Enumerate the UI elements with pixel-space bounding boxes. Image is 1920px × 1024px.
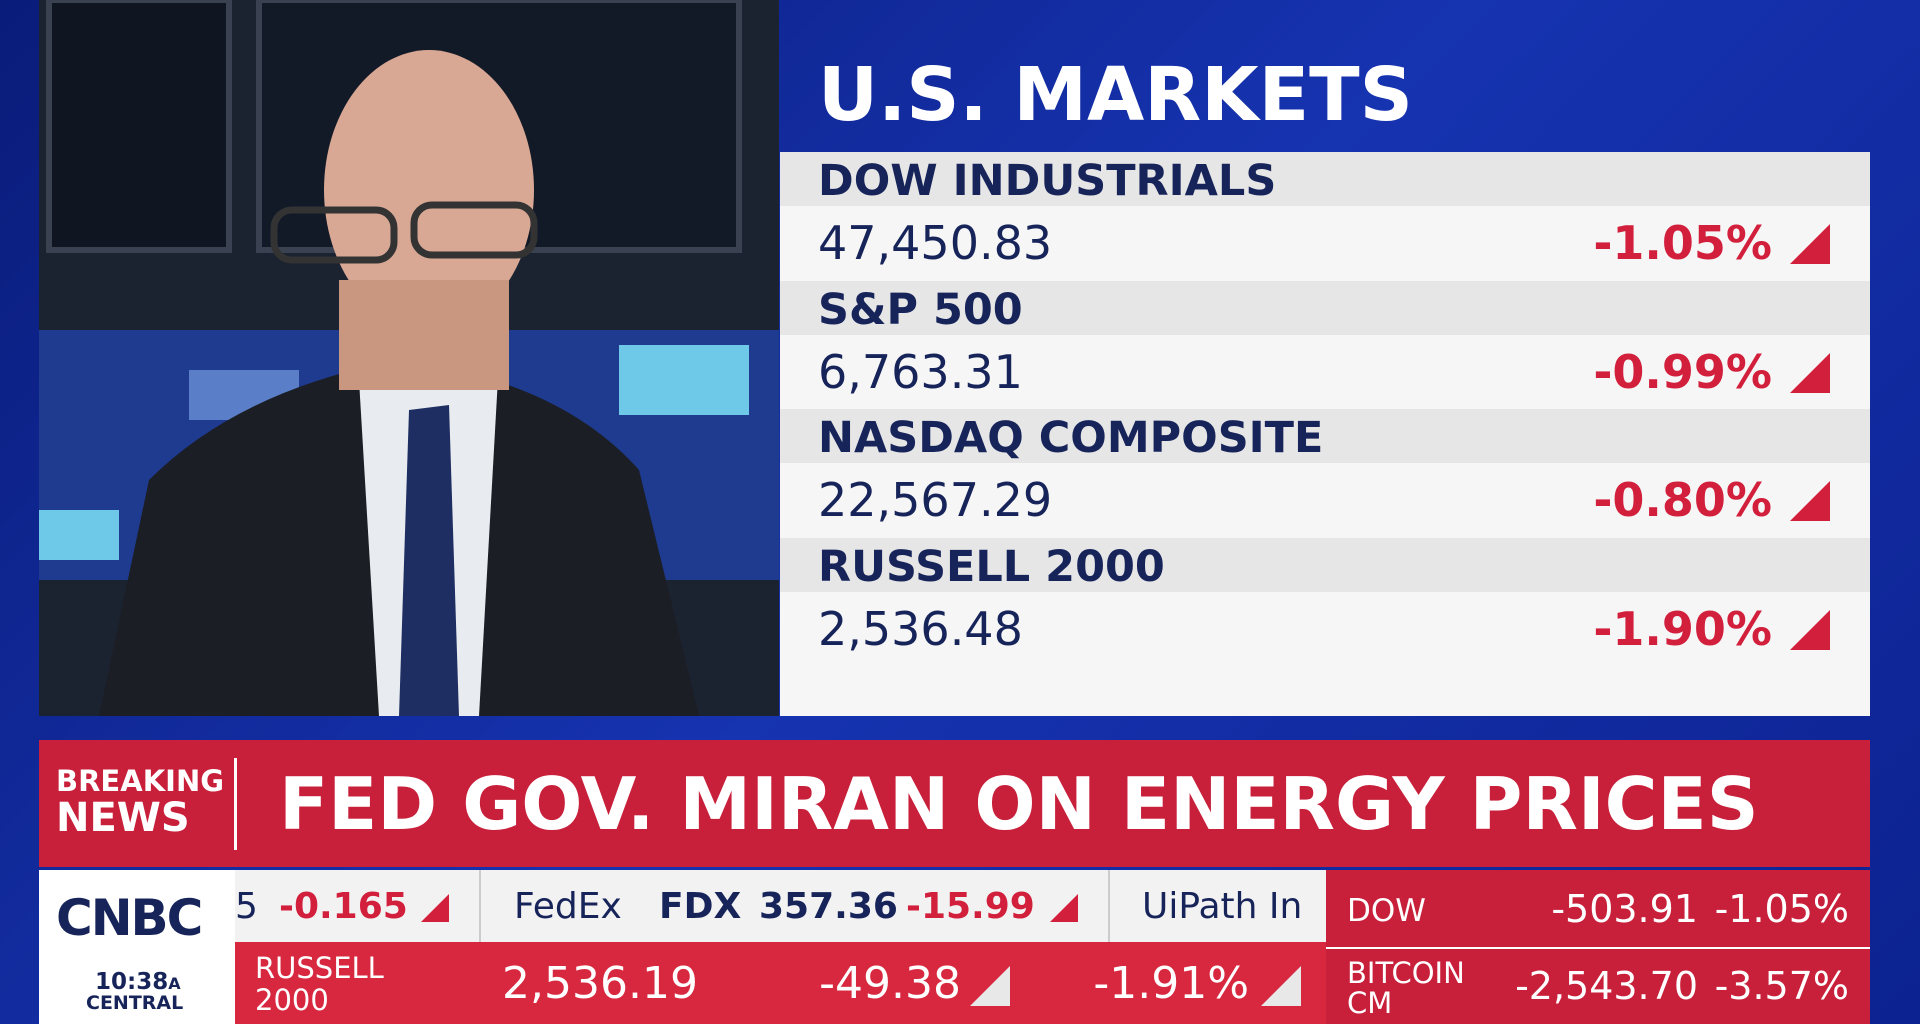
stock-name: FedEx: [514, 886, 622, 927]
summary-name: BITCOIN: [1347, 956, 1465, 990]
summary-name: DOW: [1347, 893, 1426, 929]
summary-change: -503.91: [1551, 887, 1698, 931]
stock-name: UiPath In: [1142, 886, 1303, 927]
meridiem: A: [168, 974, 181, 993]
down-arrow: [421, 894, 449, 922]
index-change: -49.38: [819, 958, 961, 1009]
cnbc-logo: CNBC: [56, 889, 203, 947]
index-change: -0.99%: [1593, 344, 1772, 399]
index-value: 2,536.48: [818, 601, 1023, 656]
breaking-label: BREAKING: [56, 764, 225, 798]
name-row: [780, 280, 1870, 335]
down-arrow: [1790, 352, 1830, 393]
summary-change: -2,543.70: [1515, 964, 1698, 1008]
panel-title: U.S. MARKETS: [818, 52, 1413, 138]
down-arrow: [1790, 609, 1830, 650]
separator: [1108, 870, 1110, 942]
name-row: [780, 409, 1870, 464]
time-zone: CENTRAL: [86, 992, 184, 1014]
video-feed: [39, 0, 779, 716]
index-percent: -1.91%: [1093, 958, 1249, 1009]
divider: [234, 758, 237, 850]
name-row: [780, 537, 1870, 592]
clock: 10:38A: [95, 971, 181, 994]
breaking-bar: [39, 740, 1870, 867]
stock-symbol: FDX: [659, 886, 742, 927]
index-value: 47,450.83: [818, 216, 1053, 270]
summary-percent: -3.57%: [1714, 964, 1849, 1008]
down-arrow: [1261, 966, 1301, 1006]
separator: [479, 870, 481, 942]
down-arrow: [1050, 894, 1078, 922]
index-name: RUSSELL 2000: [818, 541, 1165, 592]
index-change: -1.05%: [1593, 216, 1772, 270]
index-name: DOW INDUSTRIALS: [818, 156, 1277, 206]
index-row: RUSSELL 2000 2,536.19 -49.38 -1.91%: [235, 942, 1326, 1024]
stock-name: 5: [235, 886, 258, 927]
separator: [1326, 947, 1870, 949]
breaking-label: NEWS: [56, 795, 190, 841]
index-name: 2000: [255, 983, 329, 1017]
name-row: [780, 152, 1870, 206]
down-arrow: [970, 966, 1010, 1006]
headline: FED GOV. MIRAN ON ENERGY PRICES: [279, 762, 1759, 846]
time: 10:38: [95, 969, 169, 995]
index-value: 2,536.19: [502, 958, 698, 1009]
markets-panel: DOW INDUSTRIALS 47,450.83 -1.05% S&P 500 6,7…: [780, 152, 1870, 716]
index-change: -1.90%: [1593, 601, 1772, 656]
stock-change: -0.165: [279, 886, 408, 927]
logo-box: [39, 870, 235, 1024]
stock-price: 357.36: [759, 886, 898, 927]
index-change: -0.80%: [1593, 473, 1772, 528]
down-arrow: [1790, 224, 1830, 264]
summary-box: DOW -503.91 -1.05% BITCOIN CM -2,543.70 -3.57%: [1326, 870, 1870, 1024]
index-name: RUSSELL: [255, 951, 384, 985]
index-value: 6,763.31: [818, 344, 1023, 399]
stock-crawl: 5 -0.165 FedEx FDX 357.36 -15.99 UiPath In: [235, 870, 1326, 942]
down-arrow: [1790, 481, 1830, 522]
stock-change: -15.99: [906, 886, 1035, 927]
index-value: 22,567.29: [818, 473, 1053, 528]
index-name: S&P 500: [818, 284, 1023, 335]
summary-percent: -1.05%: [1714, 887, 1849, 931]
summary-name: CM: [1347, 986, 1393, 1020]
index-name: NASDAQ COMPOSITE: [818, 413, 1324, 464]
